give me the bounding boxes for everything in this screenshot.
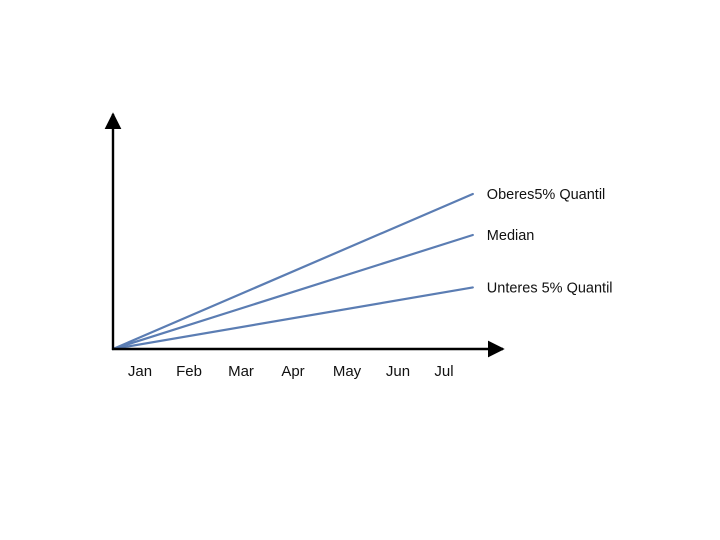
series-line-0 <box>111 192 474 351</box>
x-tick-label-mar: Mar <box>228 363 254 380</box>
series-line-1 <box>111 233 474 351</box>
series-line-2 <box>111 286 474 351</box>
x-tick-label-feb: Feb <box>176 363 202 380</box>
x-tick-label-jun: Jun <box>386 363 410 380</box>
axes-layer <box>104 112 505 358</box>
series-label-1: Median <box>487 228 535 244</box>
x-tick-label-may: May <box>333 363 362 380</box>
series-layer <box>111 192 474 351</box>
series-label-0: Oberes5% Quantil <box>487 187 605 203</box>
x-tick-label-apr: Apr <box>281 363 304 380</box>
x-tick-label-jul: Jul <box>434 363 453 380</box>
series-label-2: Unteres 5% Quantil <box>487 280 613 296</box>
x-tick-label-jan: Jan <box>128 363 152 380</box>
labels-layer: Oberes5% Quantil Median Unteres 5% Quantil… <box>128 187 613 380</box>
